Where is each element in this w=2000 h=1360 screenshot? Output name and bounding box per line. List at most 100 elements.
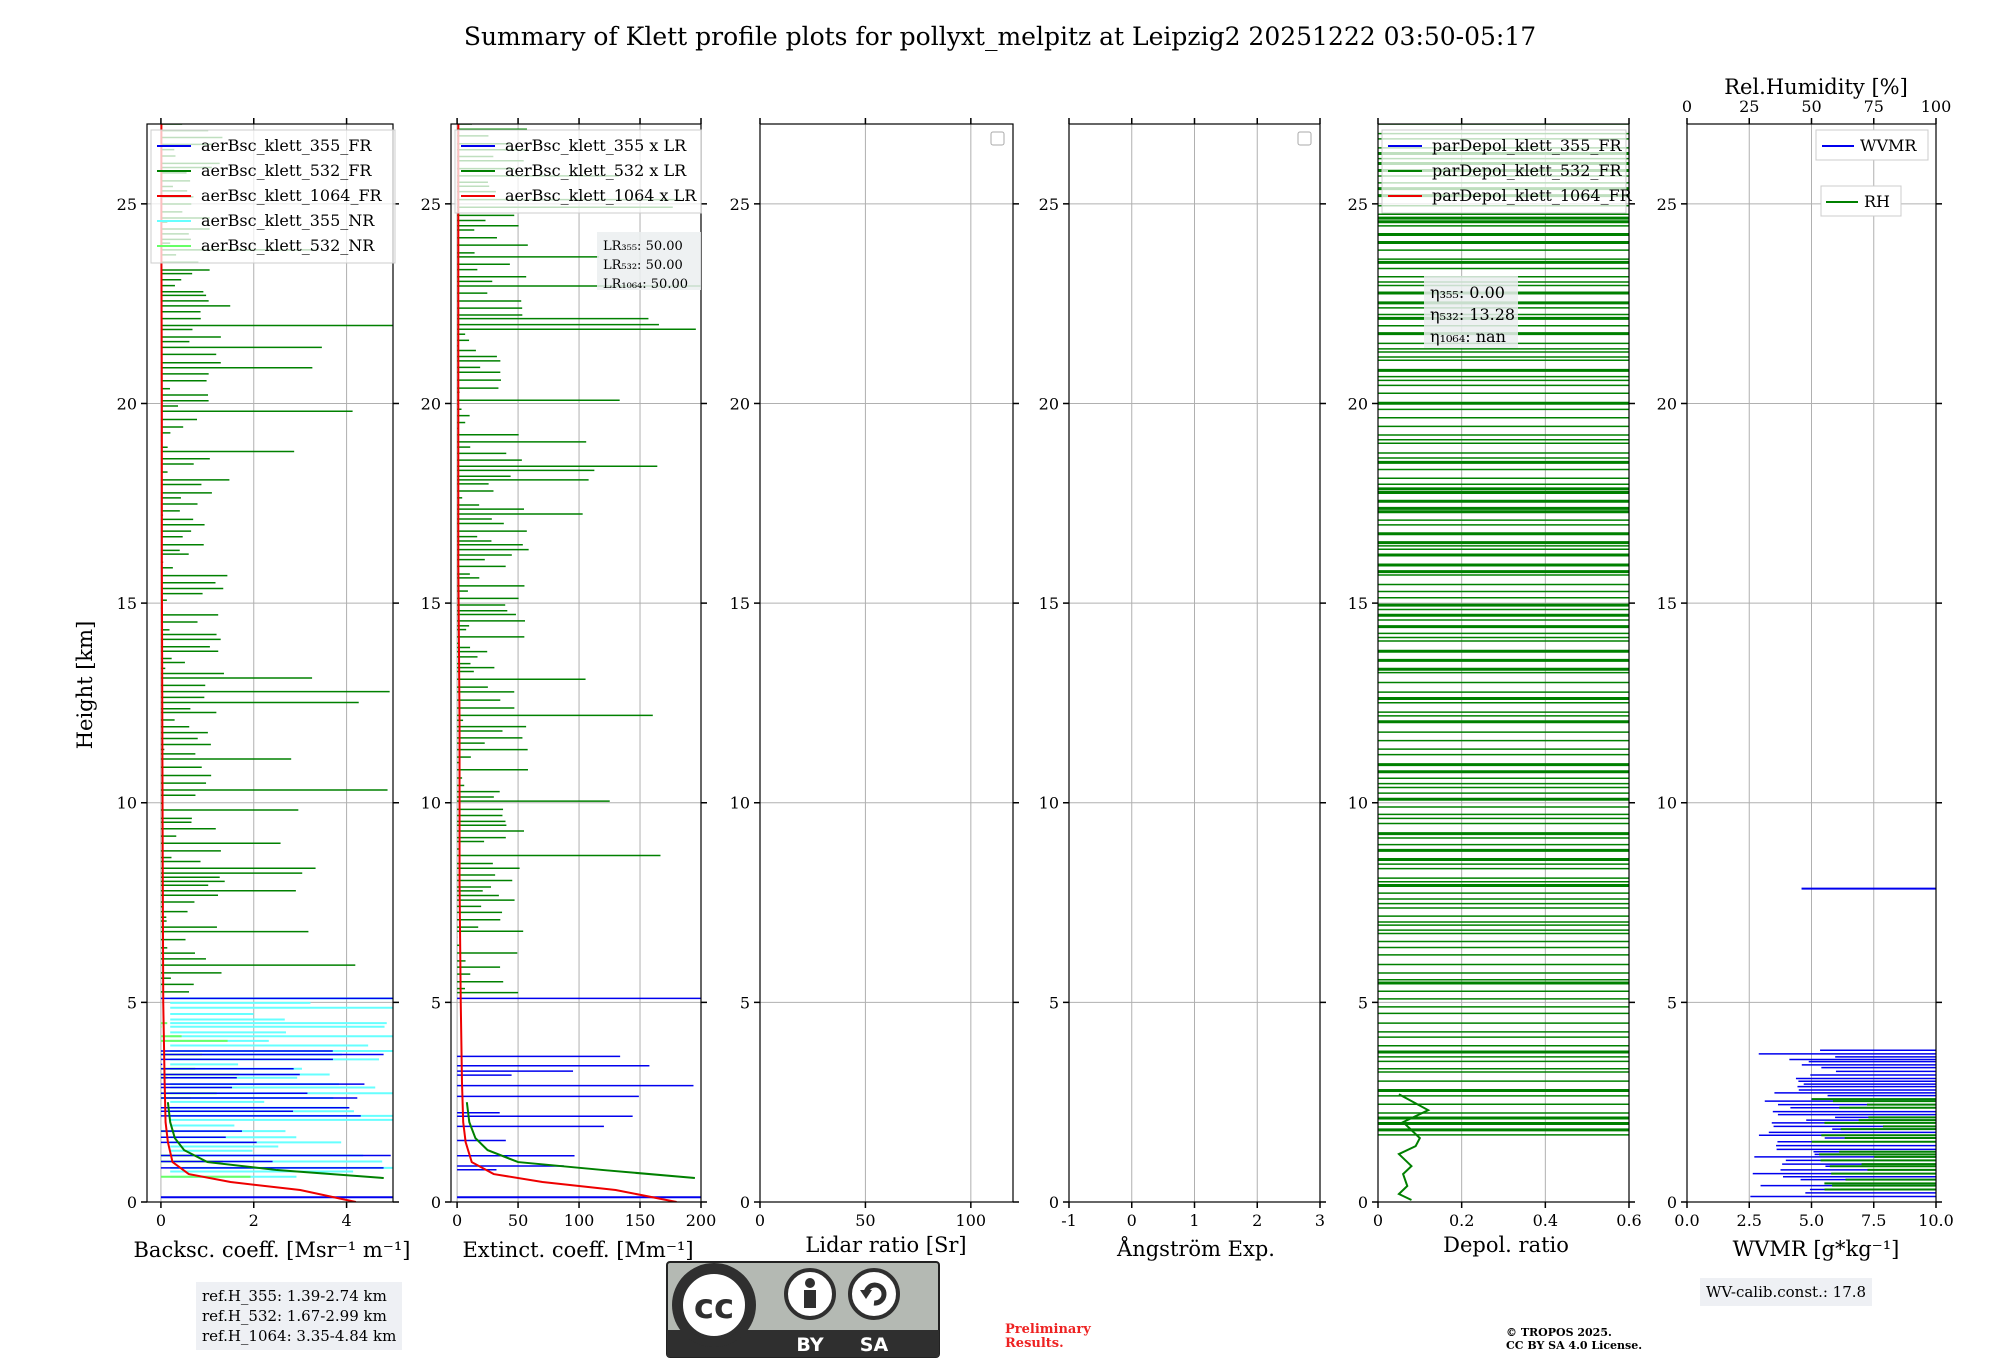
axes-frame — [146, 123, 394, 1203]
lr-annotation: LR₅₃₂: 50.00 — [603, 258, 683, 273]
x-tick-label: 0 — [452, 1211, 462, 1230]
x-tick-label: 4 — [341, 1211, 351, 1230]
plot-area — [760, 124, 1013, 1202]
legend-label: WVMR — [1860, 136, 1917, 155]
x-tick-label: 50 — [855, 1211, 875, 1230]
panel-extinction: Extinct. coeff. [Mm⁻¹] 0 50 100 150 200 0 5 10 1… — [421, 118, 717, 1262]
y-tick-label: 0 — [1358, 1193, 1368, 1212]
legend-label: aerBsc_klett_355_NR — [201, 211, 375, 230]
y-tick-label: 0 — [431, 1193, 441, 1212]
x-tick-label: 150 — [625, 1211, 656, 1230]
plot-area — [1687, 124, 1936, 1202]
x-tick-label: 0 — [755, 1211, 765, 1230]
copyright-line2: CC BY SA 4.0 License. — [1506, 1339, 1642, 1352]
y-tick-label: 10 — [421, 794, 441, 813]
empty-legend — [1297, 131, 1312, 146]
y-tick-label: 0 — [1049, 1193, 1059, 1212]
y-tick-label: 25 — [1039, 195, 1059, 214]
annotation-box — [1424, 276, 1518, 348]
y-tick-label: 15 — [117, 594, 137, 613]
legend-label: aerBsc_klett_532_FR — [201, 161, 372, 180]
ref-height-355: ref.H_355: 1.39-2.74 km — [202, 1287, 387, 1305]
cc-logo-text: cc — [694, 1287, 734, 1327]
x-tick-label: 0 — [156, 1211, 166, 1230]
empty-legend — [990, 131, 1005, 146]
legend-label: RH — [1864, 192, 1890, 211]
x-tick-label: 7.5 — [1861, 1211, 1886, 1230]
preliminary-line2: Results. — [1005, 1336, 1064, 1351]
series-aerBsc_klett_532_FR — [166, 1102, 384, 1180]
y-tick-label: 5 — [1667, 993, 1677, 1012]
panel-wvmr: WVMR [g*kg⁻¹] Rel.Humidity [%] 0.0 2.5 5.0… — [1657, 75, 1954, 1261]
x-axis-label-lidar-ratio: Lidar ratio [Sr] — [805, 1233, 966, 1257]
axes-frame — [450, 123, 702, 1203]
legend-label: parDepol_klett_1064_FR — [1432, 186, 1633, 205]
y-tick-label: 10 — [730, 794, 750, 813]
y-tick-label: 10 — [1348, 794, 1368, 813]
annotation-box — [597, 232, 701, 290]
panel-lidar-ratio: Lidar ratio [Sr] 0 50 100 0 5 10 15 20 25 — [730, 118, 1019, 1257]
panel-depol: Depol. ratio 0 0.2 0.4 0.6 0 5 10 15 20 25 parDepo… — [1348, 118, 1642, 1257]
y-tick-label: 15 — [1039, 594, 1059, 613]
series-aerBsc_klett_1064_FR — [160, 124, 357, 1202]
ref-height-532: ref.H_532: 1.67-2.99 km — [202, 1307, 387, 1325]
legend-box — [1381, 129, 1627, 214]
x-axis-label-wvmr: WVMR [g*kg⁻¹] — [1733, 1237, 1900, 1261]
y-tick-label: 20 — [730, 394, 750, 413]
y-tick-label: 5 — [1049, 993, 1059, 1012]
share-alike-icon — [848, 1268, 900, 1320]
x-tick-label: 200 — [686, 1211, 717, 1230]
x-tick-label: 0.4 — [1533, 1211, 1558, 1230]
wv-calib-box: WV-calib.const.: 17.8 — [1700, 1278, 1873, 1306]
cc-logo-icon — [679, 1270, 749, 1340]
y-tick-label: 0 — [740, 1193, 750, 1212]
y-tick-label: 15 — [421, 594, 441, 613]
legend-label: aerBsc_klett_532 x LR — [505, 161, 687, 180]
x-tick-label: 5.0 — [1799, 1211, 1824, 1230]
x-tick-label: 0.0 — [1674, 1211, 1699, 1230]
x-tick-label: 0 — [1373, 1211, 1383, 1230]
x-tick-label: 2 — [1252, 1211, 1262, 1230]
panel-backscatter: Height [km] Backsc. coeff. [Msr⁻¹ m⁻¹] 0… — [73, 118, 410, 1262]
y-tick-label: 5 — [431, 993, 441, 1012]
series-parDepol_klett_532_FR — [1397, 1093, 1431, 1201]
x-tick-label: 0.6 — [1616, 1211, 1641, 1230]
lr-annotation: LR₁₀₆₄: 50.00 — [603, 277, 688, 292]
x-tick-label: 0.2 — [1449, 1211, 1474, 1230]
plot-area — [147, 124, 393, 1202]
x-axis-label-angstrom: Ångström Exp. — [1116, 1236, 1275, 1261]
legend-box — [454, 129, 702, 214]
y-tick-label: 10 — [117, 794, 137, 813]
y-tick-label: 15 — [730, 594, 750, 613]
x-tick-label: 1 — [1189, 1211, 1199, 1230]
y-tick-label: 15 — [1348, 594, 1368, 613]
y-tick-label: 5 — [740, 993, 750, 1012]
plot-area — [1069, 124, 1320, 1202]
y-tick-label: 0 — [127, 1193, 137, 1212]
x-tick-label: 0 — [1127, 1211, 1137, 1230]
x-tick-label: 100 — [956, 1211, 987, 1230]
y-tick-label: 25 — [1348, 195, 1368, 214]
y-tick-label: 5 — [127, 993, 137, 1012]
x-tick-label: 50 — [508, 1211, 528, 1230]
by-label: BY — [796, 1334, 823, 1356]
legend-label: aerBsc_klett_355 x LR — [505, 136, 687, 155]
y-tick-label: 20 — [421, 394, 441, 413]
y-tick-label: 25 — [730, 195, 750, 214]
x-axis-label-backscatter: Backsc. coeff. [Msr⁻¹ m⁻¹] — [134, 1238, 411, 1262]
x-axis-label-extinction: Extinct. coeff. [Mm⁻¹] — [462, 1238, 693, 1262]
axes-frame — [1377, 123, 1630, 1203]
legend-label: aerBsc_klett_1064_FR — [201, 186, 383, 205]
preliminary-line1: Preliminary — [1005, 1322, 1091, 1337]
legend-label: aerBsc_klett_1064 x LR — [505, 186, 697, 205]
eta-annotation: η₃₅₅: 0.00 — [1430, 283, 1505, 302]
top-x-tick-label: 75 — [1864, 97, 1884, 116]
y-tick-label: 10 — [1039, 794, 1059, 813]
y-tick-label: 15 — [1657, 594, 1677, 613]
top-x-tick-label: 100 — [1921, 97, 1952, 116]
legend-label: aerBsc_klett_532_NR — [201, 236, 375, 255]
y-tick-label: 25 — [421, 195, 441, 214]
y-axis-label: Height [km] — [73, 621, 97, 750]
y-tick-label: 25 — [1657, 195, 1677, 214]
y-tick-label: 20 — [1348, 394, 1368, 413]
